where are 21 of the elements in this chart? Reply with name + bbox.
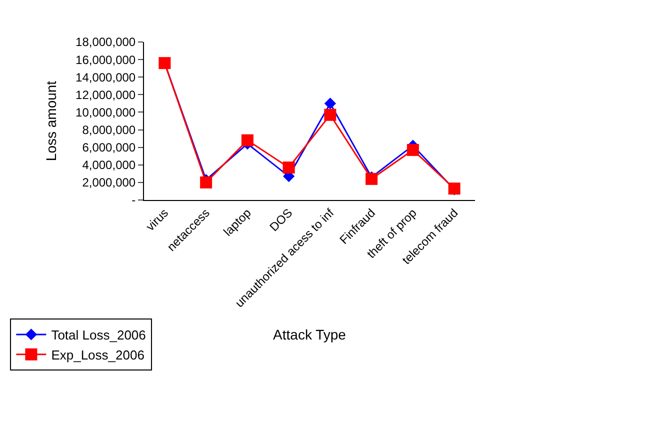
y-tick-label: 16,000,000 (76, 52, 136, 67)
legend-label: Total Loss_2006 (51, 328, 146, 343)
y-tick-label: 4,000,000 (82, 158, 136, 172)
x-tick-label: virus (143, 206, 172, 234)
y-tick-label: 10,000,000 (76, 105, 136, 120)
point (200, 176, 212, 188)
point (406, 144, 419, 156)
point (324, 98, 336, 110)
legend-label: Exp_Loss_2006 (51, 347, 144, 362)
y-tick-label: 8,000,000 (82, 122, 136, 137)
point (282, 162, 295, 174)
y-tick-label: 2,000,000 (82, 176, 136, 190)
x-axis-title: Attack Type (273, 326, 346, 342)
y-tick-label: 18,000,000 (76, 35, 136, 50)
y-axis-title: Loss amount (43, 80, 60, 162)
y-tick-label: 14,000,000 (76, 70, 136, 84)
y-tick-label: 6,000,000 (82, 140, 136, 155)
point (241, 134, 254, 146)
y-tick-label: - (132, 193, 136, 208)
point (324, 108, 336, 121)
y-tick-label: 12,000,000 (76, 88, 136, 102)
